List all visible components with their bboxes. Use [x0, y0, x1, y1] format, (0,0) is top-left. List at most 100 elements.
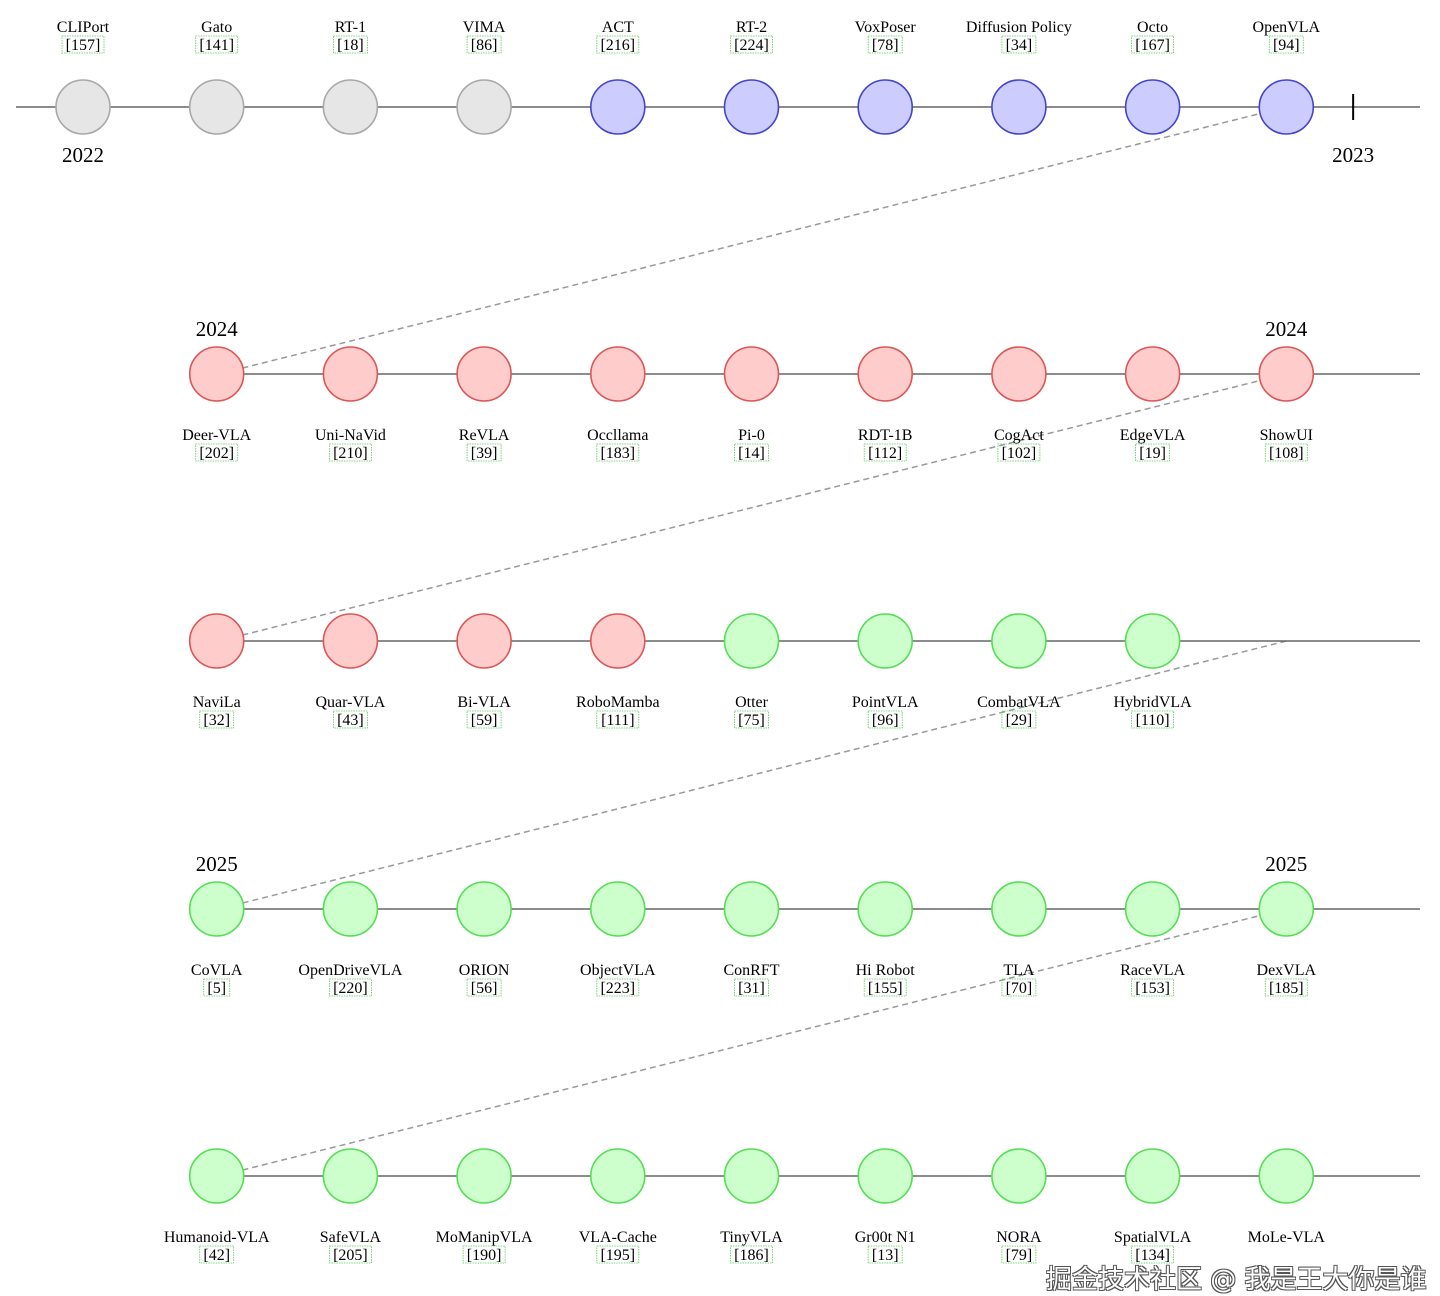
model-node-circle: [723, 613, 780, 669]
model-name-label: Uni-NaVid: [315, 427, 386, 444]
citation-box: [332, 710, 368, 729]
model-name-label: TinyVLA: [720, 1229, 783, 1246]
timeline-row-2: Deer-VLA[202] Uni-NaVid[210] ReVLA[39] Occl…: [182, 317, 1420, 462]
citation-label: [220]: [333, 980, 368, 997]
model-node-circle: [322, 79, 379, 135]
citation-label: [155]: [868, 980, 903, 997]
citation-box: [61, 35, 105, 54]
model-name-label: VIMA: [463, 19, 506, 36]
model-node-circle: [188, 79, 245, 135]
citation-box: [332, 35, 368, 54]
model-node-circle: [1258, 346, 1315, 402]
citation-label: [141]: [199, 37, 234, 54]
citation-label: [223]: [600, 980, 635, 997]
citation-box: [596, 1245, 640, 1264]
citation-box: [596, 710, 640, 729]
model-name-label: SpatialVLA: [1114, 1229, 1192, 1246]
citation-box: [734, 710, 769, 729]
year-label: 2025: [196, 852, 238, 876]
model-node-circle: [589, 881, 646, 937]
model-node-circle: [188, 881, 245, 937]
model-node-circle: [322, 613, 379, 669]
model-node-circle: [1258, 79, 1315, 135]
citation-box: [1264, 978, 1308, 997]
model-name-label: ObjectVLA: [580, 962, 656, 979]
model-name-label: MoLe-VLA: [1248, 1229, 1326, 1246]
year-label: 2024: [1265, 317, 1308, 341]
model-name-label: NORA: [996, 1229, 1042, 1246]
citation-label: [216]: [600, 37, 635, 54]
citation-label: [96]: [872, 712, 899, 729]
model-name-label: CombatVLA: [977, 694, 1061, 711]
year-label: 2022: [62, 143, 104, 167]
citation-box: [1131, 978, 1174, 997]
citation-box: [195, 443, 239, 462]
model-name-label: PointVLA: [852, 694, 919, 711]
citation-label: [75]: [738, 712, 765, 729]
model-name-label: RDT-1B: [858, 427, 913, 444]
citation-label: [56]: [471, 980, 498, 997]
citation-box: [997, 443, 1041, 462]
model-node-circle: [1124, 79, 1181, 135]
citation-box: [734, 443, 769, 462]
model-node-circle: [456, 346, 512, 402]
citation-label: [39]: [471, 445, 498, 462]
model-node-circle: [991, 346, 1047, 402]
citation-box: [730, 35, 773, 54]
citation-box: [1001, 35, 1037, 54]
model-node-circle: [723, 346, 780, 402]
citation-label: [110]: [1136, 712, 1170, 729]
model-name-label: ReVLA: [459, 427, 510, 444]
watermark: 掘金技术社区 @ 我是王大你是谁: [1046, 1265, 1427, 1295]
model-node-circle: [991, 613, 1047, 669]
model-node-circle: [1124, 346, 1181, 402]
citation-label: [153]: [1135, 980, 1170, 997]
citation-label: [79]: [1006, 1247, 1033, 1264]
model-name-label: Humanoid-VLA: [164, 1229, 270, 1246]
model-node-circle: [589, 79, 646, 135]
citation-label: [183]: [600, 445, 635, 462]
citation-box: [1001, 978, 1037, 997]
citation-label: [224]: [734, 37, 769, 54]
citation-label: [102]: [1002, 445, 1037, 462]
citation-box: [328, 443, 372, 462]
citation-box: [863, 978, 907, 997]
model-name-label: Gato: [201, 19, 232, 36]
timeline-row-5: Humanoid-VLA[42]SafeVLA[205]MoManipVLA[1…: [164, 1148, 1420, 1264]
model-name-label: TLA: [1003, 962, 1035, 979]
model-node-circle: [857, 613, 914, 669]
model-name-label: OpenDriveVLA: [298, 962, 402, 979]
model-name-label: RoboMamba: [576, 694, 660, 711]
citation-label: [195]: [600, 1247, 635, 1264]
model-node-circle: [1124, 881, 1181, 937]
model-node-circle: [857, 881, 914, 937]
citation-label: [70]: [1006, 980, 1033, 997]
citation-label: [134]: [1135, 1247, 1170, 1264]
model-name-label: RT-2: [736, 19, 767, 36]
row-connector-dashed-line: [242, 106, 1287, 369]
model-name-label: SafeVLA: [320, 1229, 382, 1246]
model-node-circle: [456, 79, 512, 135]
model-node-circle: [1258, 1148, 1315, 1204]
citation-label: [32]: [203, 712, 230, 729]
model-node-circle: [991, 881, 1047, 937]
timeline-row-3: NaviLa[32] Quar-VLA[43] Bi-VLA[59] RoboMamb…: [188, 613, 1420, 729]
model-node-circle: [188, 346, 245, 402]
citation-label: [18]: [337, 37, 364, 54]
model-name-label: Otter: [735, 694, 769, 711]
model-node-circle: [723, 79, 780, 135]
citation-box: [1001, 710, 1037, 729]
citation-box: [199, 1245, 235, 1264]
citation-label: [167]: [1135, 37, 1170, 54]
year-label: 2025: [1265, 852, 1307, 876]
model-node-circle: [55, 79, 111, 135]
model-name-label: MoManipVLA: [436, 1229, 533, 1246]
model-name-label: Gr00t N1: [855, 1229, 916, 1246]
citation-label: [108]: [1269, 445, 1304, 462]
citation-box: [462, 1245, 506, 1264]
model-node-circle: [857, 1148, 914, 1204]
model-name-label: ConRFT: [723, 962, 779, 979]
citation-label: [14]: [738, 445, 765, 462]
model-name-label: ORION: [459, 962, 510, 979]
model-name-label: Diffusion Policy: [966, 19, 1072, 36]
